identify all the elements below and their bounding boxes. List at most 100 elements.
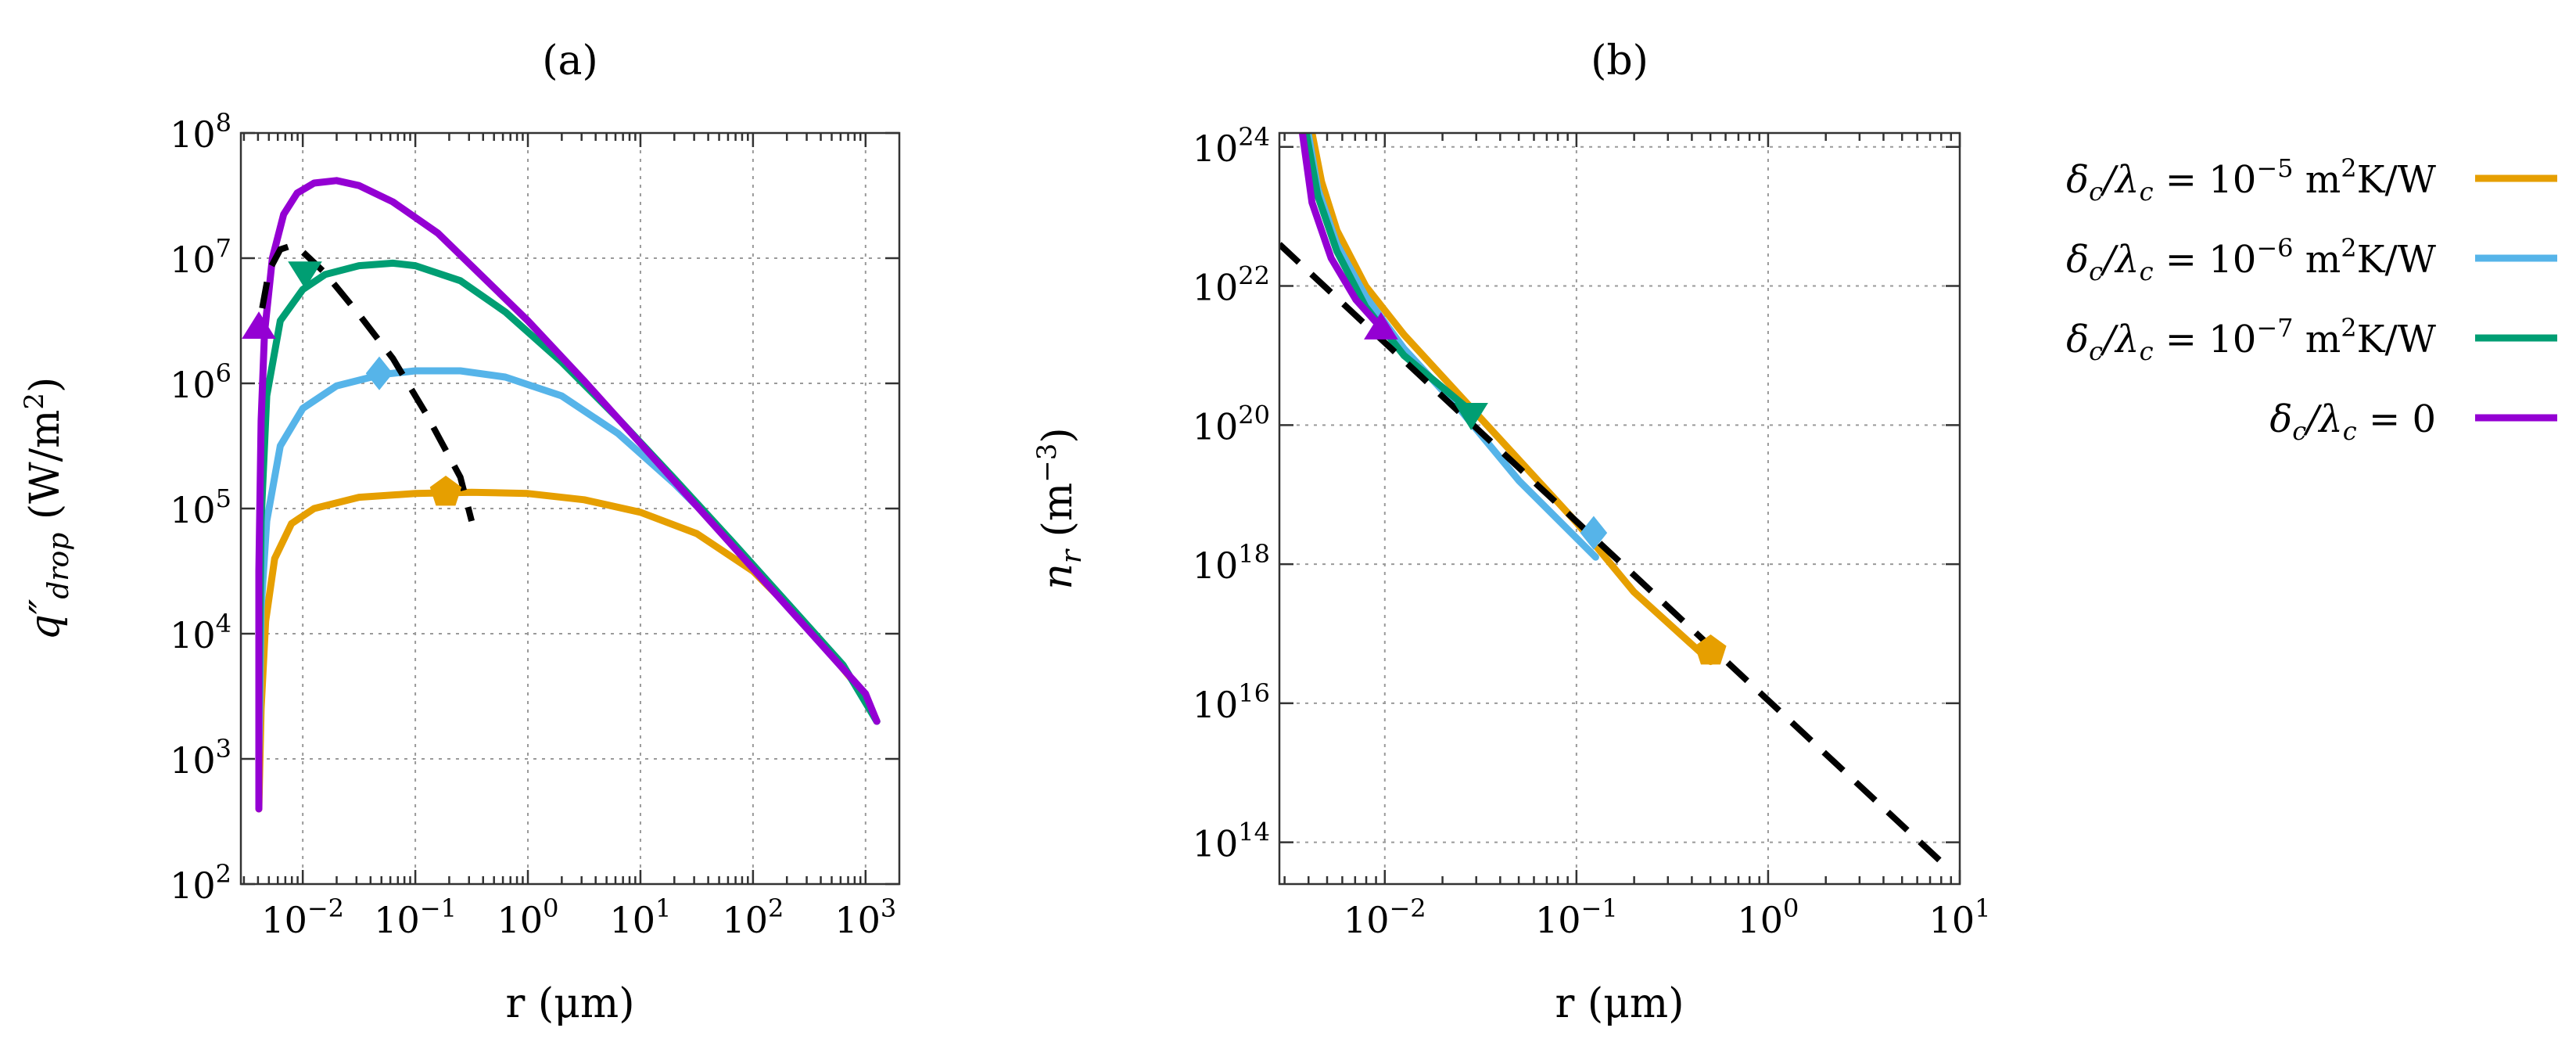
legend-lambda: /λ: [2303, 397, 2343, 441]
legend-delta: δ: [2066, 318, 2089, 361]
series-marker-diamond: [365, 356, 393, 390]
legend-unit: m: [2293, 318, 2341, 361]
x-tick-label: 10−2: [261, 893, 344, 941]
dashed-reference-line: [259, 242, 475, 522]
y-tick-label: 1022: [1193, 261, 1270, 309]
series-line: [1308, 133, 1714, 666]
legend-unit-exponent: 2: [2341, 233, 2356, 263]
y-tick-base: 10: [170, 364, 216, 406]
series-marker-triangle-down: [1454, 403, 1488, 430]
y-tick-exponent: 14: [1238, 818, 1270, 847]
series-line: [255, 259, 881, 725]
y-tick-base: 10: [170, 614, 216, 656]
x-axis-label-text: r (μm): [505, 980, 634, 1027]
y-tick-exponent: 16: [1238, 678, 1270, 708]
y-tick-exponent: 6: [216, 358, 231, 388]
x-tick-exponent: −2: [307, 893, 344, 923]
y-tick-label: 107: [170, 233, 231, 281]
legend-equals: = 10: [2154, 238, 2257, 282]
series-line: [1302, 133, 1475, 415]
x-axis-label: r (μm): [1555, 980, 1684, 1027]
legend-label: δc/λc = 0: [2269, 397, 2436, 446]
series-line: [1298, 133, 1385, 332]
y-tick-label: 105: [170, 483, 231, 531]
y-tick-base: 10: [170, 489, 216, 531]
y-tick-exponent: 4: [216, 609, 231, 638]
y-tick-exponent: 5: [216, 483, 231, 513]
y-label-subscript: r: [1056, 548, 1088, 563]
y-tick-exponent: 18: [1238, 539, 1270, 569]
legend-exponent: −7: [2256, 313, 2293, 343]
y-tick-exponent: 24: [1238, 122, 1270, 152]
legend-sub: c: [2292, 416, 2306, 446]
x-tick-base: 10: [834, 899, 881, 941]
legend-sub: c: [2089, 257, 2103, 286]
x-tick-label: 101: [610, 893, 672, 941]
series-marker-triangle-down: [288, 261, 322, 289]
y-label-symbol: n: [1035, 563, 1082, 590]
x-tick-label: 100: [1737, 893, 1799, 941]
x-tick-exponent: 1: [655, 893, 671, 923]
x-tick-label: 10−1: [374, 893, 457, 941]
x-tick-base: 10: [1737, 899, 1783, 941]
x-tick-label: 101: [1929, 893, 1991, 941]
minor-ticks: [1283, 133, 1953, 884]
legend-exponent: −6: [2256, 233, 2293, 263]
legend-unit-exponent: 2: [2341, 153, 2356, 183]
legend-sub: c: [2140, 177, 2154, 207]
x-tick-base: 10: [261, 899, 307, 941]
series-marker-pentagon: [429, 475, 462, 506]
legend-delta: δ: [2269, 397, 2292, 441]
y-label-unit-exponent: 2: [19, 393, 50, 410]
y-tick-exponent: 22: [1238, 261, 1270, 291]
legend-label: δc/λc = 10−6 m2K/W: [2066, 233, 2437, 286]
panel-label: (b): [1591, 38, 1649, 84]
y-axis-label: nr (m−3): [1031, 427, 1088, 589]
legend-label: δc/λc = 10−7 m2K/W: [2066, 313, 2437, 366]
legend-equals: = 10: [2154, 158, 2257, 202]
x-tick-base: 10: [1929, 899, 1975, 941]
legend-unit-tail: K/W: [2357, 318, 2437, 361]
x-tick-exponent: 2: [768, 893, 784, 923]
y-tick-label: 1018: [1193, 539, 1270, 587]
series-marker-triangle-up: [1364, 312, 1398, 340]
x-tick-base: 10: [497, 899, 544, 941]
legend-label: δc/λc = 10−5 m2K/W: [2066, 153, 2437, 207]
legend-equals: = 0: [2357, 397, 2436, 441]
y-tick-base: 10: [170, 239, 216, 281]
y-tick-exponent: 8: [216, 108, 231, 138]
y-tick-exponent: 2: [216, 859, 231, 889]
y-label-unit-exponent: −3: [1031, 444, 1063, 483]
x-tick-exponent: 1: [1975, 893, 1990, 923]
legend-lambda: /λ: [2100, 238, 2140, 282]
legend-sub: c: [2089, 177, 2103, 207]
dashed-reference-line: [1279, 242, 1953, 873]
legend-delta: δ: [2066, 238, 2089, 282]
x-tick-base: 10: [610, 899, 656, 941]
y-label-unit-close: ): [22, 377, 69, 393]
y-tick-label: 103: [170, 734, 231, 782]
series-marker-diamond: [1580, 516, 1608, 550]
legend-equals: = 10: [2154, 318, 2257, 361]
y-tick-base: 10: [170, 113, 216, 156]
series-marker-triangle-up: [242, 311, 276, 339]
y-tick-label: 102: [170, 859, 231, 907]
y-label-unit: (W/m: [22, 410, 69, 533]
legend-unit-tail: K/W: [2357, 158, 2437, 202]
y-tick-label: 104: [170, 609, 231, 656]
x-tick-exponent: 0: [543, 893, 558, 923]
y-tick-base: 10: [1193, 128, 1239, 170]
legend-sub: c: [2089, 336, 2103, 366]
y-label-subscript: drop: [43, 533, 75, 599]
x-tick-label: 100: [497, 893, 559, 941]
y-tick-base: 10: [1193, 545, 1239, 587]
panel-label: (a): [542, 38, 598, 84]
minor-ticks: [242, 133, 862, 884]
plot-area: [255, 177, 881, 813]
x-tick-label: 10−1: [1535, 893, 1618, 941]
x-tick-exponent: −2: [1389, 893, 1426, 923]
legend-exponent: −5: [2256, 153, 2293, 183]
legend-unit: m: [2293, 238, 2341, 282]
y-label-unit-close: ): [1035, 427, 1082, 443]
y-label-symbol: q″: [22, 598, 69, 640]
